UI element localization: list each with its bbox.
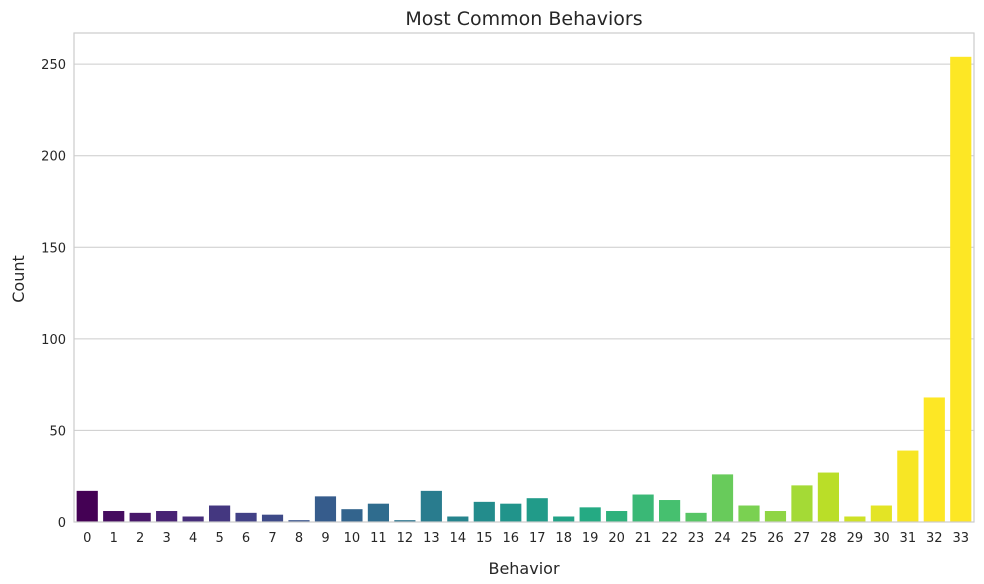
x-tick-label: 4 — [189, 531, 197, 546]
x-tick-label: 24 — [714, 531, 731, 546]
bar — [129, 512, 151, 522]
bar — [738, 505, 760, 522]
x-tick-label: 18 — [555, 531, 572, 546]
x-tick-label: 25 — [741, 531, 758, 546]
bar — [632, 494, 654, 522]
y-axis-label: Count — [9, 255, 28, 303]
bar — [606, 511, 628, 522]
bar — [817, 472, 839, 522]
x-tick-label: 30 — [873, 531, 890, 546]
x-tick-label: 1 — [110, 531, 118, 546]
chart-title: Most Common Behaviors — [405, 8, 642, 30]
x-tick-label: 12 — [397, 531, 414, 546]
bars — [76, 56, 972, 522]
x-tick-label: 20 — [608, 531, 625, 546]
x-tick-label: 10 — [344, 531, 361, 546]
y-tick-label: 100 — [41, 333, 66, 348]
bar — [261, 514, 284, 522]
x-tick-label: 26 — [767, 531, 784, 546]
bar — [500, 503, 522, 522]
bar — [870, 505, 892, 522]
x-tick-label: 16 — [502, 531, 519, 546]
bar — [235, 512, 257, 522]
plot-frame — [73, 32, 975, 523]
x-tick-label: 14 — [450, 531, 467, 546]
x-tick-label: 23 — [688, 531, 705, 546]
y-tick-label: 0 — [58, 516, 66, 531]
bar — [526, 498, 548, 522]
bar — [314, 496, 337, 522]
gridlines — [74, 63, 974, 523]
y-axis-ticks: 0 50 100 150 200 250 — [41, 58, 66, 531]
bar — [711, 474, 734, 522]
x-tick-label: 19 — [582, 531, 599, 546]
plot-border — [73, 32, 975, 523]
bar — [473, 501, 495, 522]
x-tick-label: 13 — [423, 531, 440, 546]
x-tick-label: 9 — [321, 531, 329, 546]
x-tick-label: 6 — [242, 531, 250, 546]
bar — [447, 516, 469, 522]
x-tick-label: 33 — [952, 531, 969, 546]
bar — [209, 505, 231, 522]
x-tick-label: 32 — [926, 531, 943, 546]
y-tick-label: 150 — [41, 241, 66, 256]
bar — [288, 520, 310, 522]
bar — [420, 490, 442, 522]
bar — [579, 507, 601, 522]
bar — [923, 397, 945, 522]
x-tick-label: 2 — [136, 531, 144, 546]
bar — [182, 516, 204, 522]
bar — [791, 485, 813, 522]
x-tick-label: 17 — [529, 531, 546, 546]
y-tick-label: 200 — [41, 150, 66, 165]
x-tick-label: 7 — [268, 531, 276, 546]
x-tick-label: 29 — [847, 531, 864, 546]
x-tick-label: 27 — [794, 531, 811, 546]
bar — [764, 511, 787, 522]
bar — [156, 511, 178, 522]
x-tick-label: 0 — [83, 531, 91, 546]
bar — [367, 503, 389, 522]
bar — [394, 520, 416, 522]
bar — [950, 56, 972, 522]
bar — [685, 512, 707, 522]
x-tick-label: 5 — [215, 531, 223, 546]
x-tick-label: 15 — [476, 531, 493, 546]
x-tick-label: 8 — [295, 531, 303, 546]
x-tick-label: 3 — [163, 531, 171, 546]
x-axis-label: Behavior — [488, 559, 559, 578]
bar — [341, 509, 363, 522]
x-axis-ticks: 0 1 2 3 4 5 6 7 8 9 10 11 12 13 14 15 16 17 18 19 20 21 22 23 24… — [83, 531, 969, 546]
bar — [897, 450, 919, 522]
x-tick-label: 22 — [661, 531, 678, 546]
bar — [76, 490, 98, 522]
bar — [844, 516, 866, 522]
bar — [103, 511, 125, 522]
x-tick-label: 28 — [820, 531, 837, 546]
x-tick-label: 31 — [900, 531, 917, 546]
bar — [553, 516, 575, 522]
bar — [659, 500, 681, 522]
x-tick-label: 21 — [635, 531, 652, 546]
y-tick-label: 50 — [49, 424, 66, 439]
x-tick-label: 11 — [370, 531, 387, 546]
y-tick-label: 250 — [41, 58, 66, 73]
